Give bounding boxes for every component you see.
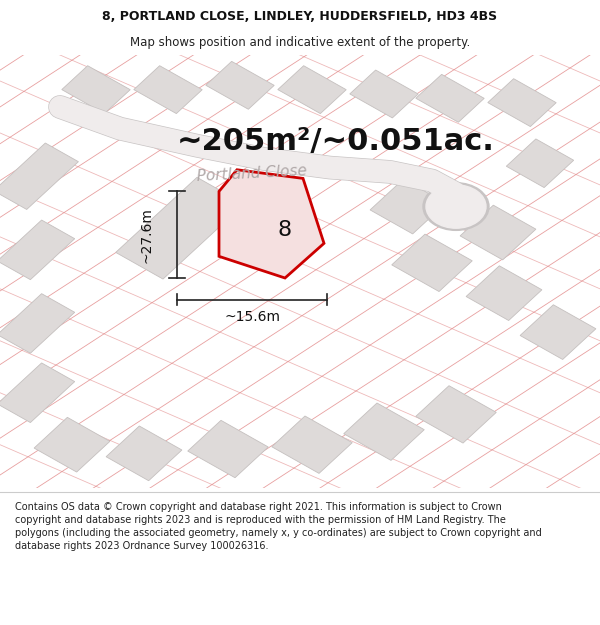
Polygon shape [416,74,484,122]
Text: ~205m²/~0.051ac.: ~205m²/~0.051ac. [177,127,495,156]
Polygon shape [219,170,324,278]
Polygon shape [0,294,75,353]
Text: Portland Close: Portland Close [197,164,307,184]
Polygon shape [0,220,75,279]
Text: 8, PORTLAND CLOSE, LINDLEY, HUDDERSFIELD, HD3 4BS: 8, PORTLAND CLOSE, LINDLEY, HUDDERSFIELD… [103,10,497,23]
Polygon shape [0,143,79,209]
Polygon shape [466,266,542,321]
Text: 8: 8 [278,221,292,241]
Polygon shape [416,386,496,443]
Text: Map shows position and indicative extent of the property.: Map shows position and indicative extent… [130,36,470,49]
Polygon shape [506,139,574,188]
Circle shape [423,182,489,231]
Polygon shape [116,177,244,279]
Polygon shape [370,179,446,234]
Text: Contains OS data © Crown copyright and database right 2021. This information is : Contains OS data © Crown copyright and d… [15,502,542,551]
Polygon shape [0,363,75,423]
Polygon shape [106,426,182,481]
Polygon shape [206,61,274,109]
Circle shape [426,185,486,228]
Polygon shape [272,416,352,473]
Polygon shape [344,403,424,461]
Polygon shape [520,305,596,359]
Polygon shape [488,79,556,127]
Polygon shape [278,66,346,114]
Polygon shape [460,205,536,260]
Text: ~15.6m: ~15.6m [224,310,280,324]
Text: ~27.6m: ~27.6m [140,207,154,262]
Polygon shape [62,66,130,114]
Polygon shape [188,421,268,478]
Polygon shape [392,234,472,291]
Polygon shape [350,70,418,118]
Polygon shape [34,418,110,472]
Polygon shape [134,66,202,114]
